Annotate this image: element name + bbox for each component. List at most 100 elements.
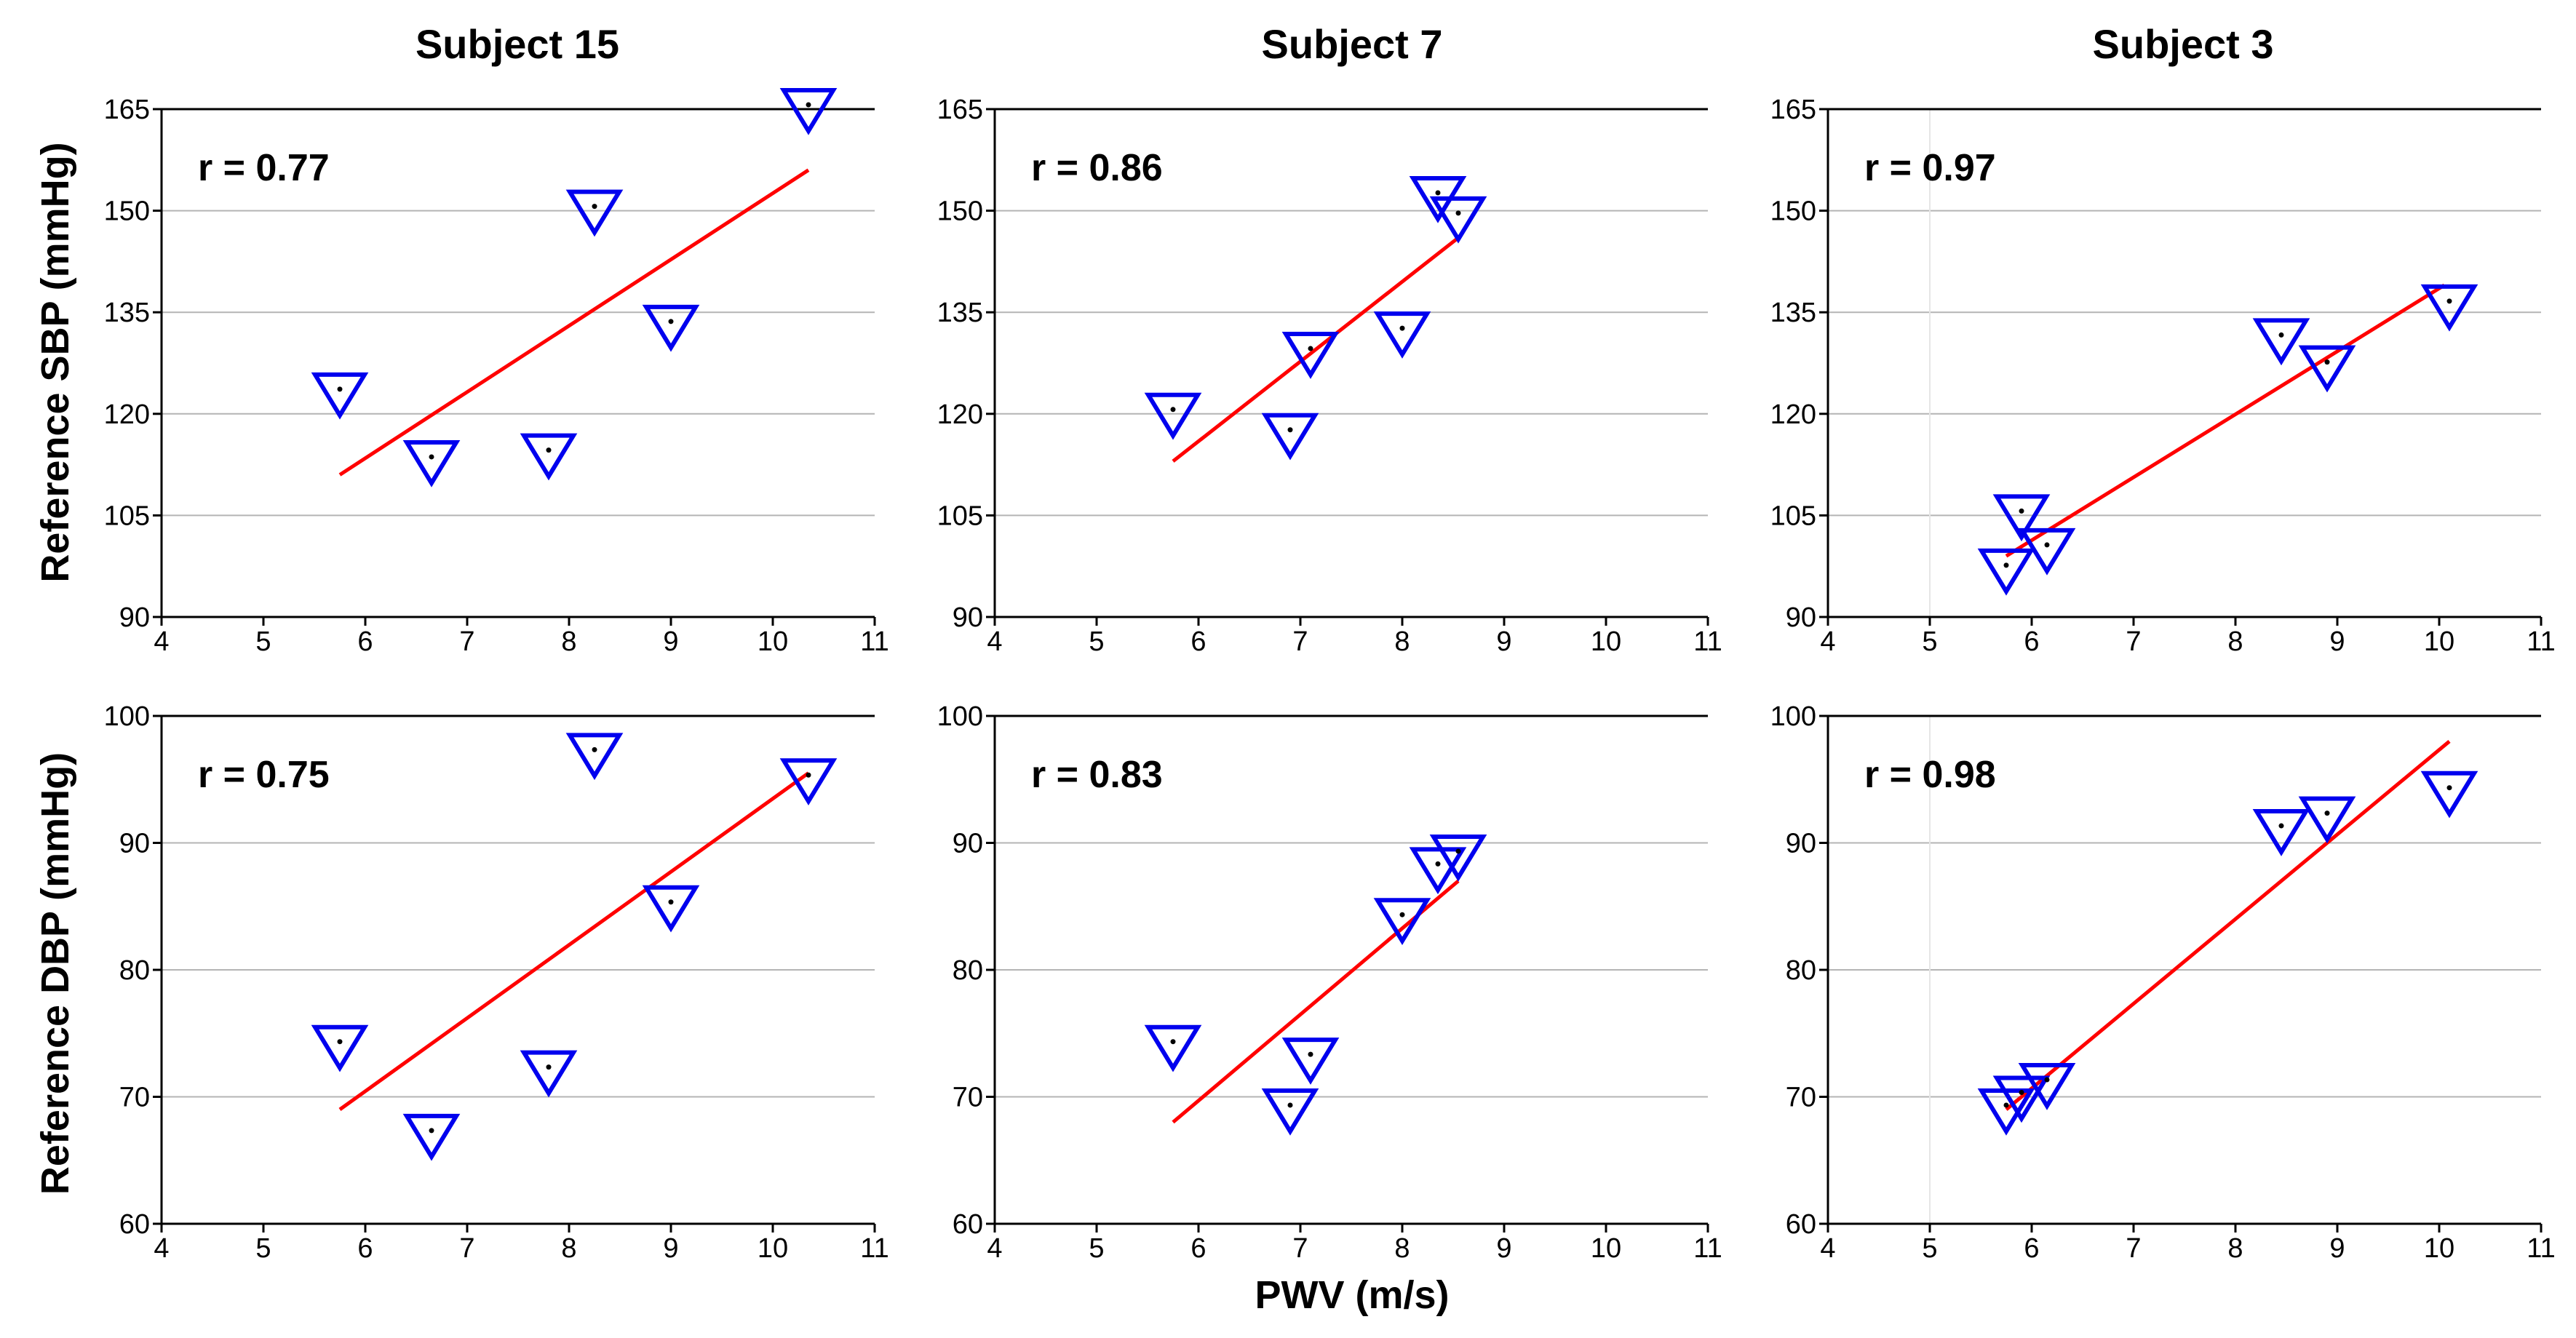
p5-xtick-label-6: 6	[2024, 1233, 2039, 1264]
column-title-2: Subject 7	[1262, 21, 1443, 67]
p2-point-3-dot	[2044, 542, 2050, 548]
p3-point-3-dot	[546, 1064, 552, 1070]
p0-point-5-triangle	[642, 304, 700, 352]
p5-ytick-label-70: 70	[1786, 1083, 1816, 1113]
p4-xtick-label-8: 8	[1394, 1233, 1410, 1264]
p5-ytick-label-60: 60	[1786, 1209, 1816, 1240]
p3-ytick-label-60: 60	[119, 1209, 150, 1240]
panel-sbp-subject-7: 90 105 120 135 150 165 4 5 6 7 8 9 10 11 r = 0.86	[937, 95, 1722, 657]
p4-xtick-label-6: 6	[1190, 1233, 1206, 1264]
p1-point-4-dot	[1399, 325, 1405, 331]
p4-point-2-triangle	[1261, 1088, 1319, 1136]
p1-point-1-triangle	[1144, 392, 1202, 440]
p3-point-6	[779, 758, 838, 806]
p4-point-2	[1261, 1088, 1319, 1136]
p4-ytick-label-60: 60	[953, 1209, 983, 1240]
p5-xtick-label-5: 5	[1922, 1233, 1937, 1264]
p2-xtick-label-10: 10	[2424, 626, 2454, 657]
p4-point-3-dot	[1308, 1051, 1313, 1057]
p5-xtick-label-9: 9	[2329, 1233, 2345, 1264]
p2-xtick-label-6: 6	[2024, 626, 2039, 657]
p3-point-2	[402, 1113, 461, 1161]
p5-point-6-triangle	[2420, 770, 2478, 819]
p0-point-3	[520, 433, 578, 481]
p5-point-4-dot	[2278, 823, 2284, 829]
p5-point-6	[2420, 770, 2478, 819]
p5-xtick-label-4: 4	[1820, 1233, 1835, 1264]
p0-point-4-dot	[592, 204, 597, 210]
p3-point-3-triangle	[520, 1050, 578, 1098]
p2-point-1-triangle	[1977, 548, 2035, 596]
p3-xtick-label-10: 10	[758, 1233, 788, 1264]
p4-xtick-label-7: 7	[1292, 1233, 1308, 1264]
p4-ytick-label-100: 100	[937, 701, 983, 732]
p1-fit-line	[1172, 236, 1460, 463]
p4-point-4	[1373, 898, 1431, 945]
p2-fit-line	[2005, 283, 2446, 558]
p0-ytick-label-105: 105	[104, 501, 150, 531]
p1-xtick-label-4: 4	[987, 626, 1002, 657]
p1-point-6-dot	[1455, 210, 1461, 216]
p5-xtick-label-7: 7	[2126, 1233, 2141, 1264]
p1-xtick-label-5: 5	[1089, 626, 1104, 657]
p0-xtick-label-11: 11	[860, 626, 889, 657]
p4-point-1	[1144, 1024, 1202, 1072]
p1-point-2-dot	[1287, 427, 1293, 433]
row-label-sbp: Reference SBP (mmHg)	[33, 142, 77, 582]
p1-point-3	[1281, 332, 1340, 379]
p1-point-4-triangle	[1373, 311, 1431, 359]
p3-xtick-label-6: 6	[357, 1233, 373, 1264]
p0-point-2-dot	[429, 454, 434, 460]
p1-point-1-dot	[1170, 407, 1176, 413]
p2-point-4-triangle	[2252, 318, 2310, 366]
p1-point-5-dot	[1435, 190, 1441, 196]
p1-ytick-label-135: 135	[937, 298, 983, 328]
p1-point-4	[1373, 311, 1431, 359]
p0-xtick-label-4: 4	[154, 626, 169, 657]
p0-ytick-label-150: 150	[104, 196, 150, 227]
p5-xtick-label-11: 11	[2527, 1233, 2555, 1264]
p5-ytick-label-80: 80	[1786, 955, 1816, 986]
p0-xtick-label-6: 6	[357, 626, 373, 657]
panel-dbp-subject-3: 60 70 80 90 100 4 5 6 7 8 9 10 11 r = 0.98	[1770, 701, 2556, 1264]
p4-xtick-label-4: 4	[987, 1233, 1002, 1264]
p5-point-3	[2018, 1063, 2076, 1110]
p2-point-4	[2252, 318, 2310, 366]
p2-ytick-label-120: 120	[1770, 399, 1816, 430]
p0-xtick-label-5: 5	[255, 626, 271, 657]
p0-point-5-dot	[668, 319, 674, 324]
p3-point-1-triangle	[311, 1024, 369, 1072]
p0-point-3-dot	[546, 447, 552, 453]
p1-point-1	[1144, 392, 1202, 440]
p3-point-2-triangle	[402, 1113, 461, 1161]
panel-sbp-subject-15: 90 105 120 135 150 165 4 5 6 7 8 9 10 11 r = 0.77	[104, 88, 889, 657]
p5-point-5	[2298, 796, 2356, 844]
p0-point-6-triangle	[779, 88, 838, 135]
p5-point-6-dot	[2446, 785, 2452, 791]
p2-point-5	[2298, 345, 2356, 393]
column-title-3: Subject 3	[2093, 21, 2274, 67]
p4-r-annotation: r = 0.83	[1031, 754, 1163, 796]
p2-ytick-label-105: 105	[1770, 501, 1816, 531]
p3-xtick-label-11: 11	[860, 1233, 889, 1264]
p1-ytick-label-150: 150	[937, 196, 983, 227]
p5-ytick-label-90: 90	[1786, 829, 1816, 859]
p5-xtick-label-8: 8	[2227, 1233, 2243, 1264]
row-label-dbp: Reference DBP (mmHg)	[33, 752, 77, 1195]
p1-xtick-label-9: 9	[1496, 626, 1511, 657]
column-title-1: Subject 15	[416, 21, 619, 67]
p2-point-6-triangle	[2420, 284, 2478, 332]
p1-point-3-dot	[1308, 346, 1313, 351]
p4-point-2-dot	[1287, 1102, 1293, 1108]
p2-xtick-label-5: 5	[1922, 626, 1937, 657]
p0-xtick-label-8: 8	[561, 626, 576, 657]
p3-point-3	[520, 1050, 578, 1098]
p3-point-1-dot	[337, 1039, 343, 1045]
p1-xtick-label-7: 7	[1292, 626, 1308, 657]
p1-ytick-label-105: 105	[937, 501, 983, 531]
p3-point-4	[565, 733, 624, 781]
p4-point-4-dot	[1399, 912, 1405, 917]
p3-xtick-label-8: 8	[561, 1233, 576, 1264]
p3-ytick-label-80: 80	[119, 955, 150, 986]
p5-point-5-triangle	[2298, 796, 2356, 844]
